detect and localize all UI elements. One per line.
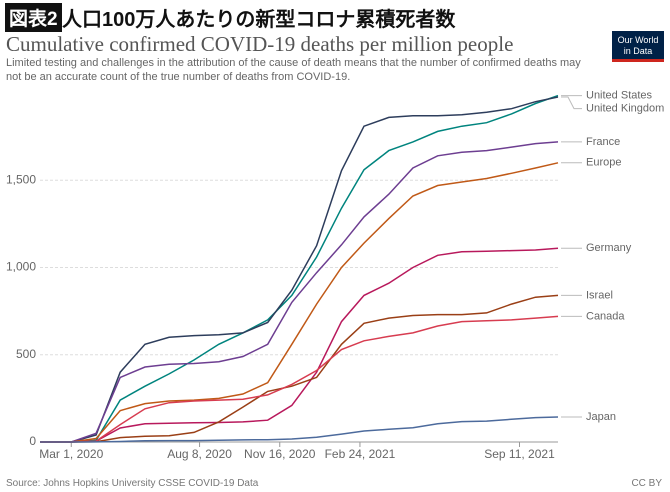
logo-line: Our World [617,35,659,45]
logo-line: in Data [623,46,653,56]
series-line [40,416,559,443]
figure-label: 図表2 [5,3,62,32]
series-line [40,315,559,443]
x-tick-label: Sep 11, 2021 [484,447,555,461]
y-tick-label: 500 [16,347,36,361]
chart-subtitle: Limited testing and challenges in the at… [6,57,581,83]
series-line [40,96,559,443]
y-tick-label: 1,000 [6,260,36,274]
series-line [40,294,559,443]
x-tick-label: Mar 1, 2020 [39,447,103,461]
logo[interactable]: Our World in Data [612,31,664,62]
legend-label: France [586,136,620,148]
x-tick-label: Aug 8, 2020 [167,447,232,461]
legend-label: Canada [586,310,625,322]
legend-label: United Kingdom [586,103,664,115]
legend-label: United States [586,90,653,102]
license[interactable]: CC BY [631,478,662,489]
series-line [40,141,559,443]
legend-label: Japan [586,411,616,423]
figure-title: 人口100万人あたりの新型コロナ累積死者数 [62,9,456,31]
series-line [40,94,559,443]
y-tick-label: 1,500 [6,172,36,186]
y-tick-label: 0 [29,434,36,448]
legend-label: Germany [586,242,632,254]
legend-label: Europe [586,157,621,169]
series-line [40,162,559,443]
series-line [40,247,559,443]
chart-title: Cumulative confirmed COVID-19 deaths per… [6,32,514,56]
source: Source: Johns Hopkins University CSSE CO… [6,478,259,489]
x-tick-label: Nov 16, 2020 [244,447,316,461]
x-tick-label: Feb 24, 2021 [325,447,396,461]
legend-label: Israel [586,289,613,301]
legend-connector [561,96,582,110]
